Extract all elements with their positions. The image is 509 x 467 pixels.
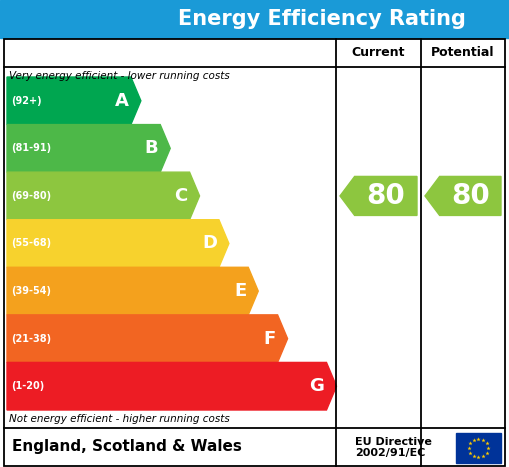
Text: Energy Efficiency Rating: Energy Efficiency Rating [178,9,466,29]
Text: (21-38): (21-38) [11,333,51,344]
Polygon shape [7,362,336,410]
Polygon shape [7,267,258,315]
Text: Potential: Potential [431,47,495,59]
Text: (92+): (92+) [11,96,42,106]
Text: E: E [234,282,246,300]
Text: Current: Current [352,47,405,59]
Text: Not energy efficient - higher running costs: Not energy efficient - higher running co… [9,414,230,424]
Text: (39-54): (39-54) [11,286,51,296]
Text: 2002/91/EC: 2002/91/EC [355,448,426,458]
Text: 80: 80 [366,182,405,210]
Text: C: C [174,187,187,205]
Polygon shape [7,315,288,362]
Text: (69-80): (69-80) [11,191,51,201]
Text: Very energy efficient - lower running costs: Very energy efficient - lower running co… [9,71,230,81]
Text: England, Scotland & Wales: England, Scotland & Wales [12,439,242,454]
Text: D: D [202,234,217,253]
Text: EU Directive: EU Directive [355,437,432,447]
Polygon shape [7,77,141,125]
Bar [456,433,501,463]
Text: G: G [309,377,324,395]
Polygon shape [340,177,417,215]
Polygon shape [7,125,170,172]
Text: F: F [263,330,275,347]
Text: (81-91): (81-91) [11,143,51,153]
Polygon shape [7,219,229,267]
Polygon shape [425,177,501,215]
Text: A: A [115,92,129,110]
Text: B: B [145,139,158,157]
Bar [0,0,509,38]
Text: (55-68): (55-68) [11,239,51,248]
Text: (1-20): (1-20) [11,381,44,391]
Text: 80: 80 [451,182,490,210]
Polygon shape [7,172,200,219]
